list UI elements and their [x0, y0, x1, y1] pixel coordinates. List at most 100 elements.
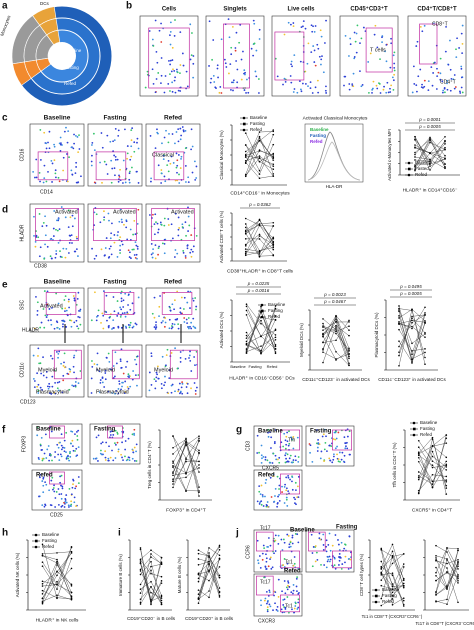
- legend-marker: [243, 122, 246, 126]
- flow-dot: [228, 72, 230, 75]
- flow-dot: [72, 147, 75, 150]
- subject-dot: [444, 163, 446, 165]
- flow-dot: [329, 459, 332, 462]
- flow-dot: [449, 89, 452, 92]
- flow-dot: [46, 314, 49, 317]
- flow-dot: [181, 382, 184, 385]
- flow-dot: [344, 75, 347, 78]
- y-label: Immature B cells (%): [118, 554, 123, 596]
- subject-dot: [322, 322, 324, 325]
- subject-dot: [322, 351, 324, 353]
- flow-dot: [278, 488, 280, 490]
- legend-label: Baseline: [310, 127, 329, 132]
- flow-dot: [128, 256, 131, 258]
- flow-dot: [427, 89, 430, 91]
- subject-dot: [150, 602, 152, 604]
- flow-dot: [284, 592, 287, 595]
- flow-dot: [48, 385, 51, 388]
- subject-dot: [457, 549, 459, 552]
- flow-dot: [137, 147, 140, 150]
- subject-dot: [335, 330, 337, 333]
- flow-dot: [192, 62, 195, 65]
- flow-dot: [189, 359, 192, 362]
- flow-dot: [243, 89, 246, 91]
- flow-dot: [263, 576, 265, 579]
- gate-label: Activated: [40, 303, 63, 309]
- subject-dot: [417, 478, 420, 481]
- flow-dot: [163, 136, 166, 139]
- flow-dot: [311, 92, 314, 94]
- flow-dot: [37, 392, 40, 394]
- flow-dot: [39, 246, 42, 249]
- plot-title: Fasting: [336, 525, 358, 531]
- flow-dot: [132, 233, 135, 236]
- flow-dot: [167, 218, 170, 220]
- flow-dot: [300, 26, 303, 28]
- flow-dot: [39, 473, 42, 476]
- flow-dot: [267, 537, 270, 539]
- flow-dot: [50, 393, 53, 395]
- flow-dot: [124, 181, 127, 184]
- flow-dot: [75, 166, 78, 168]
- flow-dot: [50, 159, 53, 162]
- flow-dot: [69, 455, 72, 458]
- flow-dot: [281, 590, 283, 593]
- flow-dot: [343, 84, 345, 87]
- flow-dot: [187, 181, 190, 184]
- flow-dot: [281, 491, 283, 493]
- legend-marker: [34, 533, 38, 537]
- flow-dot: [77, 482, 80, 485]
- subject-dot: [218, 544, 221, 547]
- flow-dot: [289, 454, 292, 457]
- subject-dot: [424, 331, 426, 334]
- flow-dot: [50, 430, 53, 433]
- flow-dot: [148, 214, 151, 216]
- flow-dot: [106, 319, 108, 322]
- subject-dot: [185, 444, 187, 447]
- subject-dot: [274, 336, 277, 339]
- flow-dot: [146, 70, 149, 73]
- flow-dot: [150, 180, 152, 183]
- flow-dot: [282, 564, 285, 566]
- flow-dot: [288, 430, 290, 433]
- subject-dot: [431, 450, 434, 453]
- group-label: Fasting: [248, 364, 261, 369]
- flow-dot: [266, 501, 269, 503]
- flow-dot: [73, 501, 76, 504]
- flow-dot: [286, 596, 289, 598]
- flow-dot: [65, 309, 68, 312]
- flow-dot: [276, 605, 279, 608]
- flow-dot: [298, 80, 301, 83]
- flow-dot: [72, 295, 75, 297]
- flow-dot: [191, 32, 193, 34]
- flow-dot: [379, 92, 382, 94]
- flow-dot: [154, 19, 157, 22]
- flow-dot: [93, 181, 96, 184]
- subject-dot: [172, 483, 174, 485]
- flow-dot: [311, 460, 314, 463]
- flow-dot: [41, 457, 44, 460]
- flow-dot: [176, 318, 179, 320]
- flow-dot: [339, 460, 341, 463]
- flow-dot: [276, 610, 279, 612]
- flow-dot: [325, 85, 327, 88]
- flow-dot: [330, 445, 333, 448]
- subject-dot: [260, 345, 262, 347]
- flow-dot: [160, 82, 162, 85]
- flow-dot: [182, 130, 185, 133]
- flow-dot: [179, 64, 182, 66]
- flow-dot: [230, 88, 232, 91]
- flow-dot: [376, 87, 379, 90]
- axis-label: FOXP3: [21, 436, 27, 453]
- flow-dot: [57, 389, 60, 392]
- flow-dot: [41, 504, 44, 507]
- flow-plot: [29, 287, 85, 333]
- flow-dot: [260, 503, 263, 506]
- flow-dot: [319, 457, 322, 460]
- subject-dot: [139, 558, 142, 561]
- flow-dot: [43, 452, 46, 455]
- flow-dot: [54, 451, 57, 453]
- plot-title: Baseline: [290, 528, 315, 534]
- flow-dot: [169, 30, 172, 33]
- subject-dot: [391, 550, 394, 553]
